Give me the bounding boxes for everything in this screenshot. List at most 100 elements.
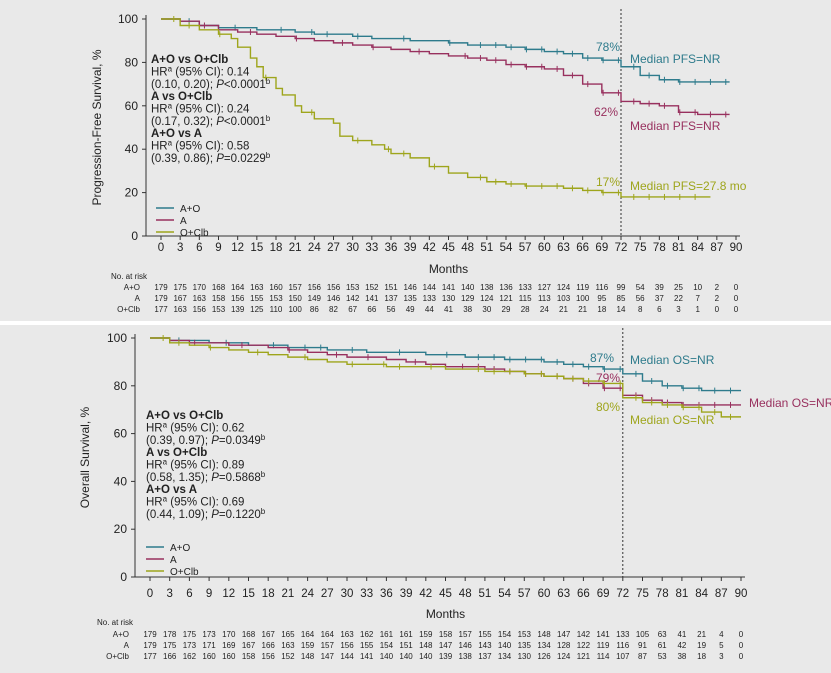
c0-risk-cell: 100	[288, 305, 302, 314]
c1-risk-cell: 154	[498, 630, 512, 639]
c0-risk-cell: 168	[212, 283, 226, 292]
c0-x-tick-label: 9	[215, 242, 221, 254]
c1-risk-cell: 63	[658, 630, 667, 639]
c1-risk-cell: 140	[380, 652, 394, 661]
c1-x-tick-label: 69	[597, 588, 610, 600]
c1-x-tick-label: 54	[498, 588, 511, 600]
c0-x-tick-label: 66	[576, 242, 589, 254]
c0-risk-cell: 125	[250, 305, 264, 314]
c0-risk-cell: 3	[676, 305, 681, 314]
c0-median-label-ao: Median PFS=NR	[630, 52, 721, 66]
c1-risk-cell: 42	[677, 641, 686, 650]
c1-legend-label-ao: A+O	[170, 543, 191, 554]
c0-risk-cell: 30	[482, 305, 491, 314]
c1-landmark-label-ao: 87%	[590, 351, 614, 365]
c0-risk-cell: 151	[384, 283, 398, 292]
c0-risk-cell: 86	[310, 305, 319, 314]
c1-stat-hr: HRa (95% CI): 0.62	[146, 420, 244, 435]
c1-risk-cell: 126	[537, 652, 551, 661]
c1-median-label-oclb: Median OS=NR	[630, 413, 715, 427]
c0-risk-cell: 110	[270, 305, 283, 314]
c1-x-tick-label: 57	[518, 588, 531, 600]
c1-x-tick-label: 63	[557, 588, 570, 600]
c0-x-tick-label: 42	[423, 242, 436, 254]
c1-risk-cell: 140	[498, 641, 512, 650]
c1-x-tick-label: 9	[206, 588, 212, 600]
c1-risk-cell: 141	[360, 652, 374, 661]
c1-risk-cell: 148	[537, 630, 551, 639]
c1-risk-cell: 3	[719, 652, 724, 661]
c0-y-tick-label: 20	[125, 186, 139, 200]
c0-risk-cell: 152	[365, 283, 379, 292]
c1-x-tick-label: 81	[676, 588, 689, 600]
c1-x-tick-label: 45	[439, 588, 452, 600]
c1-x-tick-label: 39	[400, 588, 413, 600]
c0-x-tick-label: 75	[634, 242, 647, 254]
c0-x-tick-label: 27	[327, 242, 340, 254]
c0-risk-cell: 95	[597, 294, 606, 303]
c1-risk-cell: 162	[183, 652, 197, 661]
c1-x-tick-label: 66	[577, 588, 590, 600]
c1-risk-cell: 137	[478, 652, 492, 661]
c0-x-tick-label: 84	[691, 242, 704, 254]
c0-stat-title: A vs O+Clb	[151, 91, 212, 103]
c1-risk-cell: 179	[143, 630, 157, 639]
c1-risk-cell: 144	[340, 652, 354, 661]
c1-x-tick-label: 15	[242, 588, 255, 600]
c0-x-tick-label: 51	[480, 242, 493, 254]
c1-risk-cell: 160	[202, 652, 216, 661]
c0-stat-ci: (0.10, 0.20); P<0.0001b	[151, 77, 271, 92]
c0-risk-cell: 135	[403, 294, 417, 303]
c0-risk-cell: 29	[502, 305, 511, 314]
c0-stat-hr: HRa (95% CI): 0.14	[151, 64, 250, 79]
c1-risk-cell: 140	[419, 652, 433, 661]
c0-risk-cell: 67	[348, 305, 357, 314]
c1-stat-title: A+O vs O+Clb	[146, 410, 223, 422]
c0-risk-cell: 153	[269, 294, 283, 303]
c0-risk-row-label-a: A	[135, 294, 141, 303]
c0-risk-cell: 160	[269, 283, 283, 292]
c0-risk-cell: 179	[154, 283, 168, 292]
c0-landmark-label-ao: 78%	[596, 40, 620, 54]
c0-risk-cell: 139	[231, 305, 245, 314]
c0-stat-ci: (0.39, 0.86); P=0.0229b	[151, 151, 271, 166]
c0-x-tick-label: 36	[385, 242, 398, 254]
c1-risk-cell: 163	[281, 641, 295, 650]
c0-risk-cell: 138	[480, 283, 494, 292]
c0-risk-cell: 119	[576, 283, 589, 292]
c0-stat-hr: HRa (95% CI): 0.58	[151, 138, 249, 153]
c1-risk-cell: 142	[577, 630, 591, 639]
c0-risk-cell: 133	[518, 283, 532, 292]
c0-landmark-label-a: 62%	[594, 105, 618, 119]
c1-risk-cell: 178	[163, 630, 177, 639]
c0-risk-cell: 155	[250, 294, 264, 303]
c0-risk-cell: 1	[695, 305, 700, 314]
c1-x-axis-label: Months	[426, 607, 465, 621]
c0-legend-label-ao: A+O	[180, 204, 201, 215]
c0-risk-cell: 6	[657, 305, 662, 314]
c1-x-tick-label: 0	[147, 588, 153, 600]
c1-y-tick-label: 40	[114, 474, 128, 488]
c1-risk-cell: 175	[183, 630, 197, 639]
c1-risk-cell: 130	[518, 652, 532, 661]
c0-y-tick-label: 40	[125, 142, 139, 156]
c1-risk-cell: 119	[597, 641, 610, 650]
c0-x-tick-label: 69	[595, 242, 608, 254]
c1-risk-cell: 124	[557, 652, 571, 661]
c1-risk-cell: 41	[677, 630, 686, 639]
c1-risk-cell: 173	[183, 641, 197, 650]
c0-risk-cell: 163	[193, 294, 207, 303]
c0-x-tick-label: 18	[270, 242, 283, 254]
c1-risk-cell: 159	[301, 641, 315, 650]
c1-risk-cell: 87	[638, 652, 647, 661]
c0-x-tick-label: 78	[653, 242, 666, 254]
c1-risk-cell: 158	[242, 652, 256, 661]
c0-risk-cell: 56	[636, 294, 645, 303]
c0-risk-cell: 142	[346, 294, 360, 303]
c1-risk-cell: 139	[439, 652, 453, 661]
c1-stat-ci: (0.58, 1.35); P=0.5868b	[146, 470, 266, 485]
c0-x-tick-label: 12	[231, 242, 244, 254]
c1-risk-cell: 5	[719, 641, 724, 650]
